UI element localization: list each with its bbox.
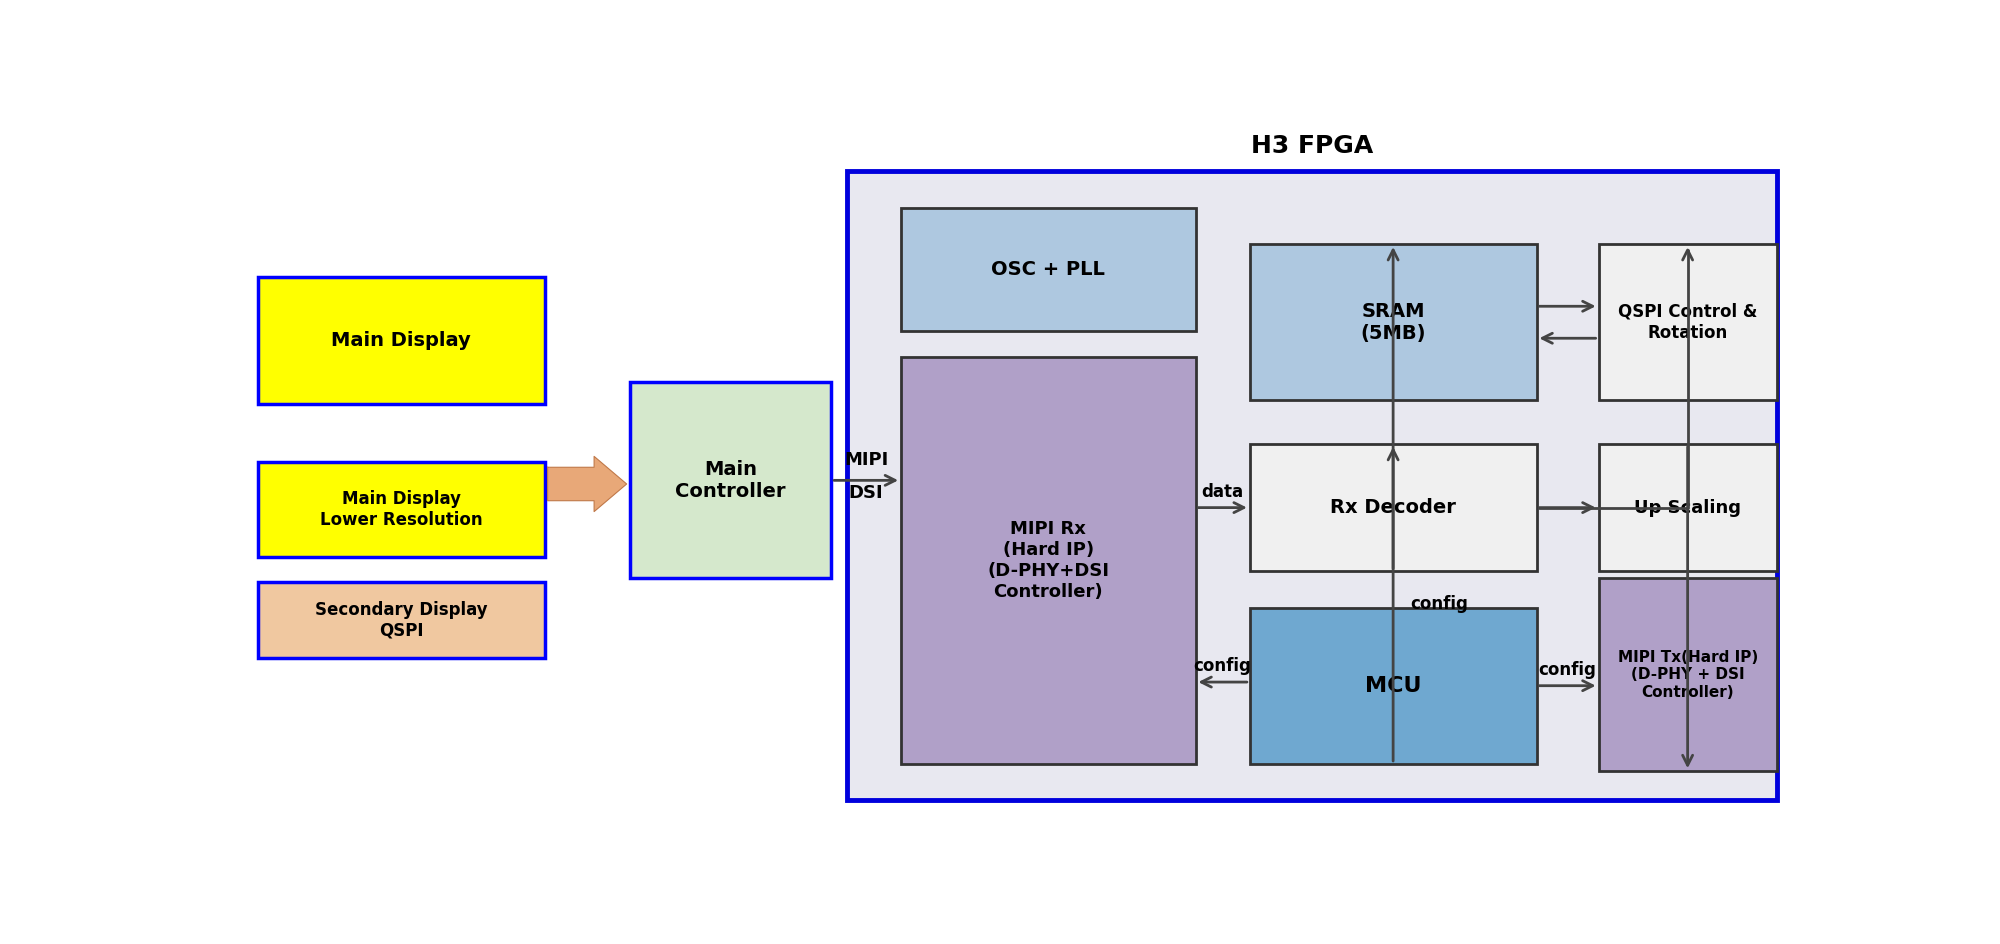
FancyBboxPatch shape <box>1598 579 1776 771</box>
Polygon shape <box>548 456 626 512</box>
Text: config: config <box>1410 595 1468 613</box>
Text: data: data <box>1202 482 1244 500</box>
Text: Rx Decoder: Rx Decoder <box>1330 498 1456 517</box>
Text: H3 FPGA: H3 FPGA <box>1250 134 1372 158</box>
Text: MIPI Tx(Hard IP)
(D-PHY + DSI
Controller): MIPI Tx(Hard IP) (D-PHY + DSI Controller… <box>1618 649 1758 700</box>
Text: config: config <box>1538 661 1596 679</box>
Text: Up Scaling: Up Scaling <box>1634 498 1742 516</box>
Text: OSC + PLL: OSC + PLL <box>992 260 1106 279</box>
FancyBboxPatch shape <box>258 277 544 404</box>
FancyBboxPatch shape <box>258 582 544 659</box>
FancyBboxPatch shape <box>1250 244 1536 400</box>
Text: Main Display
Lower Resolution: Main Display Lower Resolution <box>320 490 482 529</box>
FancyBboxPatch shape <box>630 382 832 579</box>
FancyBboxPatch shape <box>846 172 1776 801</box>
FancyBboxPatch shape <box>900 357 1196 764</box>
Text: config: config <box>1194 657 1252 675</box>
Text: Main Display: Main Display <box>332 331 472 350</box>
Text: Secondary Display
QSPI: Secondary Display QSPI <box>314 601 488 640</box>
FancyBboxPatch shape <box>1250 444 1536 571</box>
Text: MCU: MCU <box>1364 676 1422 696</box>
Text: SRAM
(5MB): SRAM (5MB) <box>1360 302 1426 343</box>
FancyBboxPatch shape <box>1250 608 1536 764</box>
Text: DSI: DSI <box>848 484 884 502</box>
FancyBboxPatch shape <box>1598 444 1776 571</box>
Text: MIPI Rx
(Hard IP)
(D-PHY+DSI
Controller): MIPI Rx (Hard IP) (D-PHY+DSI Controller) <box>988 520 1110 600</box>
Text: QSPI Control &
Rotation: QSPI Control & Rotation <box>1618 303 1758 342</box>
Text: MIPI: MIPI <box>844 451 888 469</box>
FancyBboxPatch shape <box>1598 244 1776 400</box>
Text: Main
Controller: Main Controller <box>676 460 786 501</box>
FancyBboxPatch shape <box>900 208 1196 331</box>
FancyBboxPatch shape <box>258 463 544 557</box>
